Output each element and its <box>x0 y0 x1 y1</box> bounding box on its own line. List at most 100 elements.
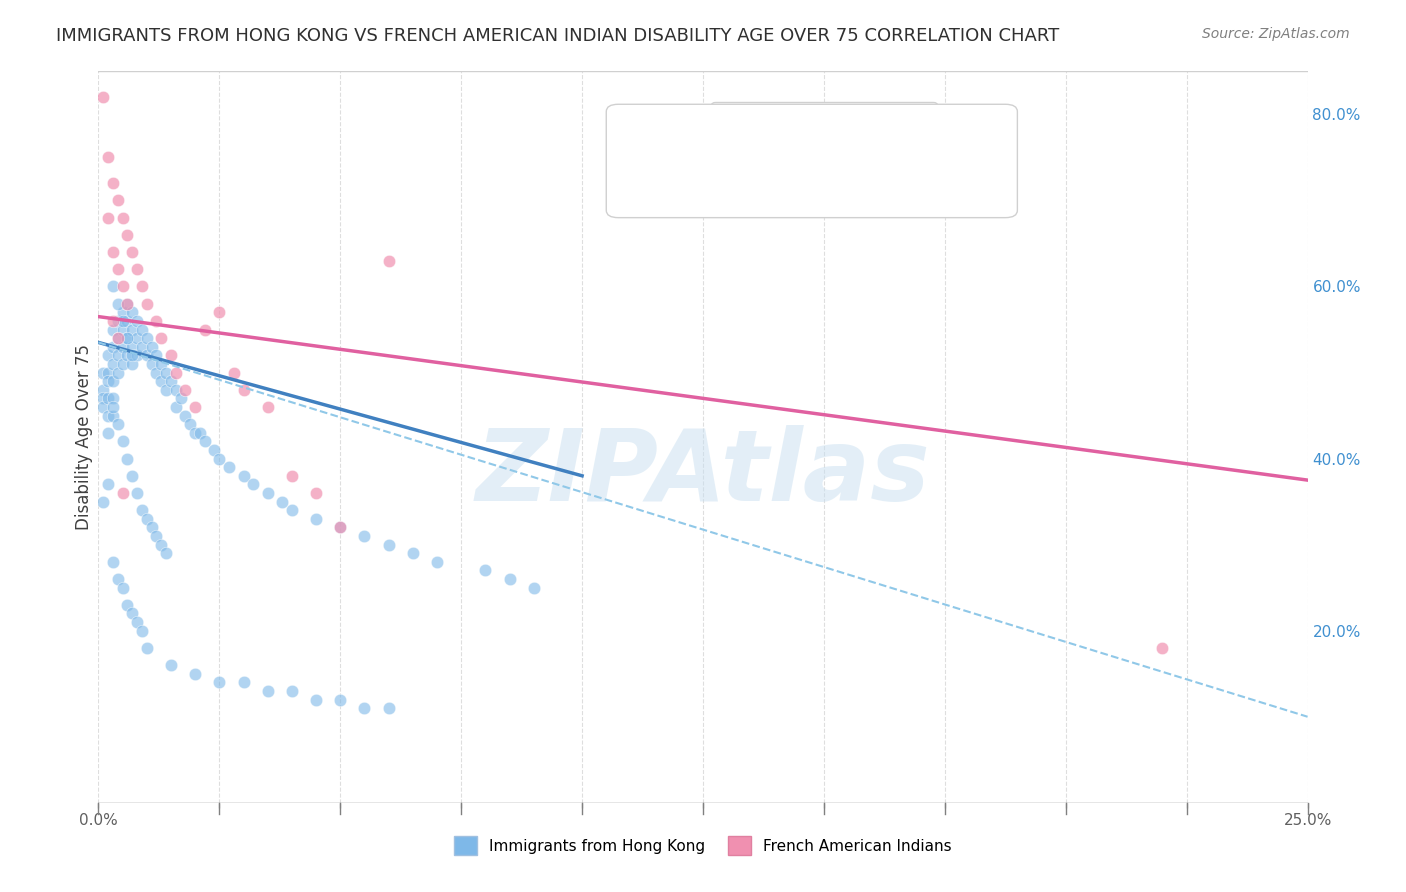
Point <box>121 322 143 336</box>
Point <box>97 374 120 388</box>
Point <box>160 658 183 673</box>
Point <box>523 581 546 595</box>
Point <box>117 314 139 328</box>
Point <box>107 348 129 362</box>
Point <box>135 640 157 655</box>
Point <box>107 417 129 432</box>
Point <box>121 607 143 621</box>
Point <box>188 425 211 440</box>
Point <box>155 546 177 560</box>
Point <box>1152 640 1174 655</box>
Point <box>402 546 425 560</box>
Point <box>97 211 120 225</box>
Point <box>121 305 143 319</box>
Point <box>101 279 124 293</box>
Point <box>97 477 120 491</box>
Point <box>91 383 114 397</box>
Point <box>121 468 143 483</box>
Point <box>121 348 143 362</box>
Point <box>107 331 129 345</box>
Point <box>97 348 120 362</box>
Point <box>208 451 231 466</box>
Point <box>97 409 120 423</box>
Point <box>155 383 177 397</box>
Point <box>101 314 124 328</box>
Point <box>111 279 134 293</box>
Point <box>329 520 352 534</box>
Point <box>165 400 187 414</box>
Point <box>169 392 191 406</box>
Point <box>232 383 254 397</box>
Point <box>135 296 157 310</box>
Point <box>111 211 134 225</box>
Point <box>160 348 183 362</box>
Point <box>111 322 134 336</box>
Point <box>121 357 143 371</box>
Point <box>377 253 399 268</box>
Point <box>117 348 139 362</box>
Point <box>117 296 139 310</box>
Y-axis label: Disability Age Over 75: Disability Age Over 75 <box>75 344 93 530</box>
Point <box>271 494 294 508</box>
Point <box>377 538 399 552</box>
Point <box>117 331 139 345</box>
Point <box>256 486 278 500</box>
Point <box>91 400 114 414</box>
Point <box>184 425 207 440</box>
Point <box>111 340 134 354</box>
Point <box>222 366 245 380</box>
Point <box>127 262 149 277</box>
Point <box>91 366 114 380</box>
Point <box>121 340 143 354</box>
Point <box>101 322 124 336</box>
Text: ZIPAtlas: ZIPAtlas <box>475 425 931 522</box>
Point <box>97 425 120 440</box>
Point <box>256 400 278 414</box>
Point <box>131 624 153 638</box>
Point <box>117 331 139 345</box>
Point <box>135 512 157 526</box>
Point <box>111 581 134 595</box>
Point <box>145 348 167 362</box>
Point <box>281 468 304 483</box>
Point <box>145 366 167 380</box>
Point <box>353 701 375 715</box>
Point <box>107 262 129 277</box>
Point <box>329 692 352 706</box>
Point <box>377 701 399 715</box>
Point <box>127 331 149 345</box>
Point <box>498 572 520 586</box>
Point <box>208 675 231 690</box>
Point <box>160 374 183 388</box>
Point <box>131 340 153 354</box>
Point <box>97 150 120 164</box>
Point <box>107 572 129 586</box>
Point <box>107 314 129 328</box>
Point <box>107 296 129 310</box>
Point <box>127 615 149 629</box>
Point <box>353 529 375 543</box>
Point <box>97 366 120 380</box>
Point <box>111 314 134 328</box>
Point <box>141 357 163 371</box>
Point <box>141 340 163 354</box>
Point <box>117 227 139 242</box>
Point <box>101 555 124 569</box>
Point <box>91 90 114 104</box>
Point <box>107 366 129 380</box>
Point <box>150 374 173 388</box>
Point <box>305 512 328 526</box>
Point <box>145 529 167 543</box>
Point <box>165 366 187 380</box>
Point <box>101 392 124 406</box>
Point <box>232 468 254 483</box>
Point <box>111 305 134 319</box>
Point <box>101 245 124 260</box>
Point <box>135 348 157 362</box>
Legend: Immigrants from Hong Kong, French American Indians: Immigrants from Hong Kong, French Americ… <box>449 830 957 861</box>
Point <box>150 357 173 371</box>
Point <box>145 314 167 328</box>
Point <box>131 322 153 336</box>
Point <box>281 684 304 698</box>
Point <box>121 245 143 260</box>
